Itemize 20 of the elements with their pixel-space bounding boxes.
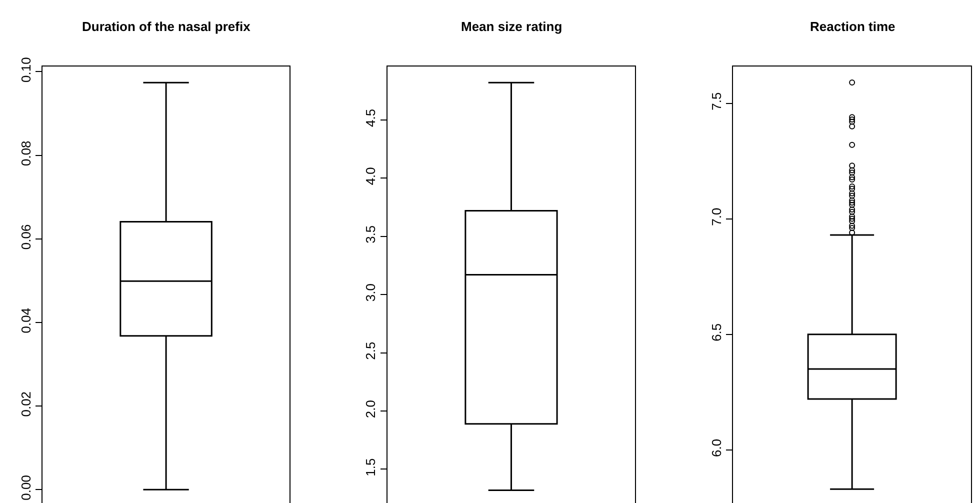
y-tick-label: 2.0 xyxy=(363,400,378,418)
y-tick-label: 6.0 xyxy=(708,438,724,457)
y-tick-label: 3.5 xyxy=(363,225,378,244)
y-tick-label: 0.04 xyxy=(18,308,34,334)
y-tick-label: 1.5 xyxy=(363,458,378,476)
chart-title: Mean size rating xyxy=(461,19,562,34)
chart-title: Duration of the nasal prefix xyxy=(82,19,252,34)
y-tick-label: 0.06 xyxy=(18,224,34,250)
y-tick-label: 0.08 xyxy=(18,140,34,166)
y-tick-label: 4.5 xyxy=(363,108,378,127)
y-tick-label: 0.10 xyxy=(18,57,34,82)
y-tick-label: 7.5 xyxy=(708,92,724,110)
y-tick-label: 0.02 xyxy=(18,391,34,417)
y-tick-label: 4.0 xyxy=(363,167,378,186)
chart-title: Reaction time xyxy=(810,19,896,34)
y-tick-label: 7.0 xyxy=(708,208,724,226)
y-tick-label: 6.5 xyxy=(708,323,724,342)
y-tick-label: 2.5 xyxy=(363,342,378,360)
y-tick-label: 3.0 xyxy=(363,284,378,302)
y-tick-label: 0.00 xyxy=(18,475,34,500)
